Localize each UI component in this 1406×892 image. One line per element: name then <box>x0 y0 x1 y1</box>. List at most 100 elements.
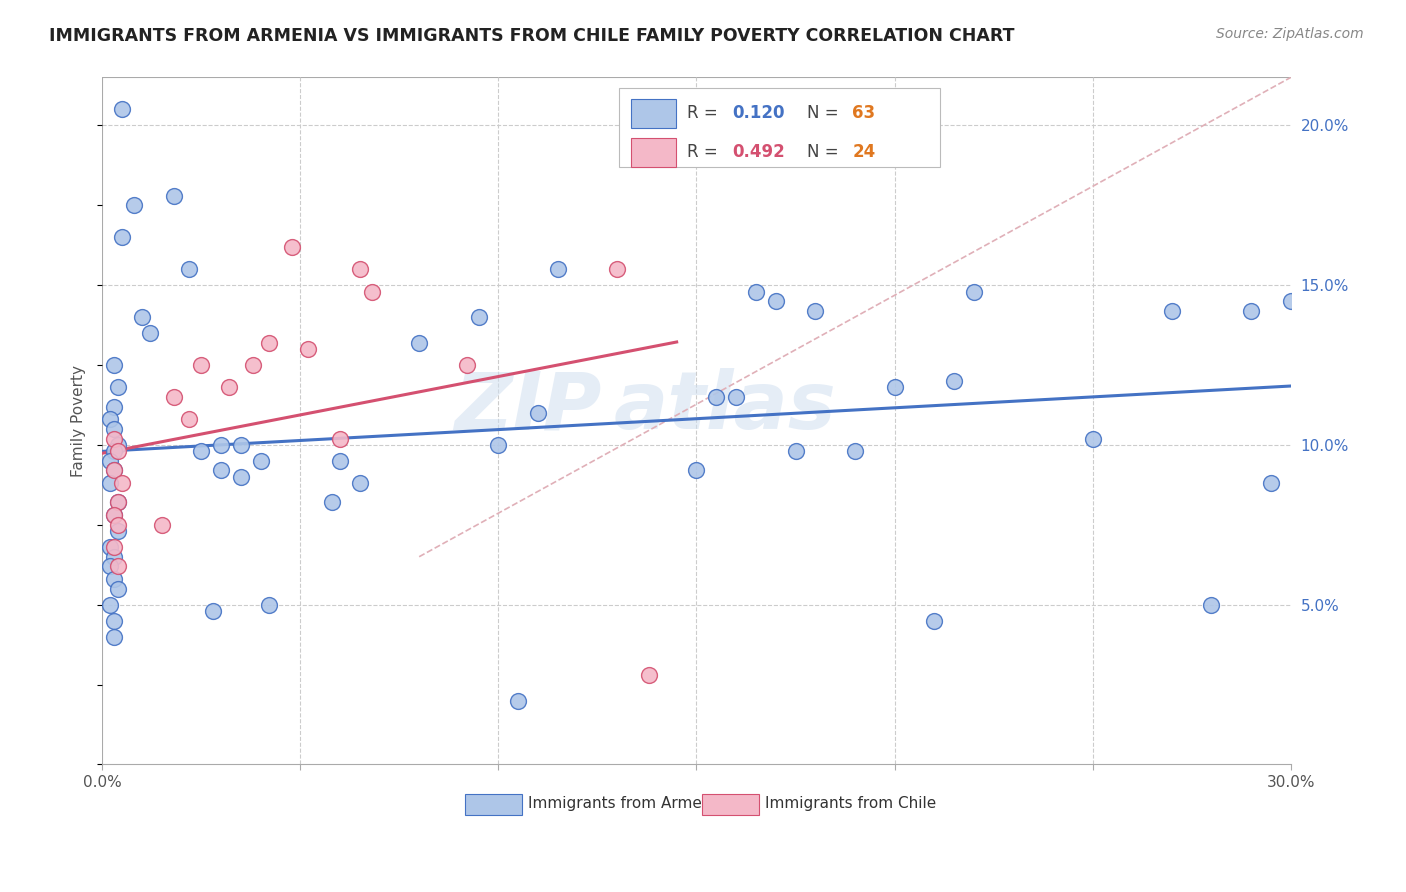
Point <box>349 476 371 491</box>
Point <box>103 572 125 586</box>
Point <box>1201 598 1223 612</box>
Point <box>486 438 509 452</box>
Point <box>704 390 727 404</box>
Point <box>190 358 212 372</box>
Text: Source: ZipAtlas.com: Source: ZipAtlas.com <box>1216 27 1364 41</box>
Point <box>103 422 125 436</box>
FancyBboxPatch shape <box>465 794 522 814</box>
Point <box>1240 303 1263 318</box>
Point <box>249 454 271 468</box>
Point <box>360 285 382 299</box>
Text: 0.120: 0.120 <box>733 104 785 122</box>
Point <box>107 444 129 458</box>
Point <box>98 454 121 468</box>
Point <box>229 470 252 484</box>
Point <box>349 262 371 277</box>
Point <box>103 630 125 644</box>
Point <box>527 406 550 420</box>
Point <box>202 604 225 618</box>
Text: 63: 63 <box>852 104 876 122</box>
Point <box>107 559 129 574</box>
Point <box>963 285 986 299</box>
Point <box>257 598 280 612</box>
Point <box>765 294 787 309</box>
FancyBboxPatch shape <box>631 99 676 128</box>
Point <box>883 380 905 394</box>
Point <box>103 614 125 628</box>
Point <box>408 335 430 350</box>
Point <box>107 495 129 509</box>
Point <box>103 508 125 523</box>
Point <box>209 438 232 452</box>
Point <box>1260 476 1282 491</box>
Point <box>98 559 121 574</box>
Text: R =: R = <box>688 143 723 161</box>
Point <box>122 198 145 212</box>
Point <box>103 432 125 446</box>
Point <box>281 240 304 254</box>
Point <box>107 582 129 596</box>
Point <box>1160 303 1182 318</box>
Point <box>103 540 125 554</box>
Text: R =: R = <box>688 104 723 122</box>
Point <box>785 444 807 458</box>
Point <box>107 524 129 538</box>
Point <box>467 310 489 324</box>
FancyBboxPatch shape <box>619 87 941 167</box>
Text: atlas: atlas <box>613 368 837 446</box>
Text: ZIP: ZIP <box>454 368 602 446</box>
Point <box>456 358 478 372</box>
Point <box>111 476 134 491</box>
Point <box>218 380 240 394</box>
Point <box>98 598 121 612</box>
Point <box>922 614 945 628</box>
Point <box>329 432 352 446</box>
Point <box>606 262 628 277</box>
Point <box>844 444 866 458</box>
Point <box>139 326 162 340</box>
Point <box>638 668 661 682</box>
Point <box>103 549 125 564</box>
Text: N =: N = <box>807 143 844 161</box>
Point <box>297 342 319 356</box>
Text: Immigrants from Armenia: Immigrants from Armenia <box>527 796 725 811</box>
Point <box>103 444 125 458</box>
Point <box>162 188 184 202</box>
Point <box>190 444 212 458</box>
Point <box>98 476 121 491</box>
Text: Immigrants from Chile: Immigrants from Chile <box>765 796 936 811</box>
Point <box>508 693 530 707</box>
Point <box>242 358 264 372</box>
Point <box>131 310 153 324</box>
Point <box>111 230 134 244</box>
Point <box>1279 294 1302 309</box>
Point <box>943 374 966 388</box>
Point <box>179 262 201 277</box>
Point <box>321 495 343 509</box>
Point <box>685 463 707 477</box>
Point <box>107 517 129 532</box>
Point <box>103 508 125 523</box>
Point <box>329 454 352 468</box>
Point <box>98 412 121 426</box>
Point <box>107 380 129 394</box>
FancyBboxPatch shape <box>631 138 676 167</box>
Text: IMMIGRANTS FROM ARMENIA VS IMMIGRANTS FROM CHILE FAMILY POVERTY CORRELATION CHAR: IMMIGRANTS FROM ARMENIA VS IMMIGRANTS FR… <box>49 27 1015 45</box>
Point <box>209 463 232 477</box>
Text: 24: 24 <box>852 143 876 161</box>
Point <box>103 463 125 477</box>
Point <box>229 438 252 452</box>
Point <box>745 285 768 299</box>
Point <box>98 540 121 554</box>
Point <box>804 303 827 318</box>
Text: N =: N = <box>807 104 844 122</box>
Point <box>107 438 129 452</box>
Point <box>111 103 134 117</box>
Point <box>547 262 569 277</box>
Point <box>150 517 173 532</box>
Point <box>103 400 125 414</box>
Point <box>162 390 184 404</box>
Point <box>257 335 280 350</box>
Point <box>107 495 129 509</box>
Y-axis label: Family Poverty: Family Poverty <box>72 365 86 477</box>
